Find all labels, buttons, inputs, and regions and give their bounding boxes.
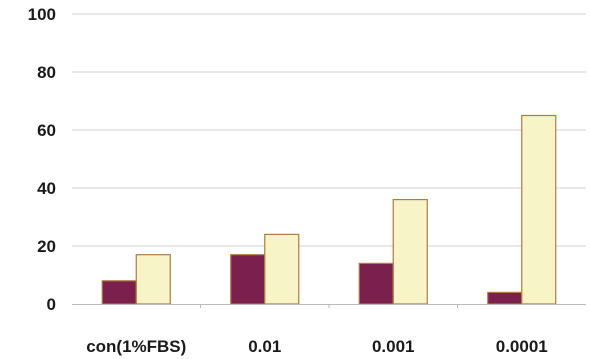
- x-category-label: 0.0001: [496, 337, 548, 356]
- bar: [392, 199, 428, 305]
- y-axis-tick-labels: 0 20 40 60 80 100: [28, 5, 56, 314]
- bars: [101, 114, 557, 305]
- y-tick-label: 100: [28, 5, 56, 24]
- x-axis: [72, 304, 586, 308]
- bar: [521, 114, 557, 305]
- y-tick-label: 20: [37, 237, 56, 256]
- x-axis-category-labels: con(1%FBS) 0.01 0.001 0.0001: [86, 337, 548, 356]
- gridlines: [72, 13, 586, 247]
- bar: [487, 291, 523, 305]
- y-tick-label: 60: [37, 121, 56, 140]
- x-category-label: 0.001: [372, 337, 415, 356]
- x-category-label: 0.01: [248, 337, 281, 356]
- x-category-label: con(1%FBS): [86, 337, 186, 356]
- bar: [264, 233, 300, 305]
- y-tick-label: 0: [47, 295, 56, 314]
- bar: [135, 254, 171, 305]
- bar: [101, 280, 137, 305]
- bar: [358, 262, 394, 305]
- bar: [230, 254, 266, 305]
- y-tick-label: 40: [37, 179, 56, 198]
- y-tick-label: 80: [37, 63, 56, 82]
